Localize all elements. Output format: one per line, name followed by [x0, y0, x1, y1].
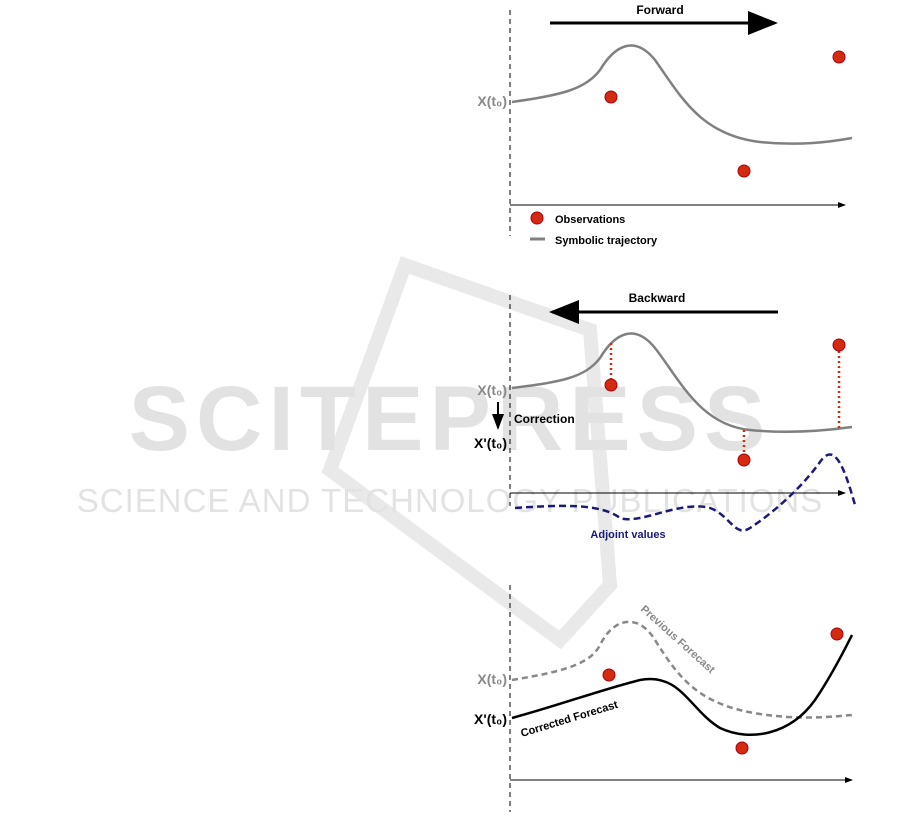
adjoint-label: Adjoint values	[590, 529, 665, 541]
corrected-forecast-label: Corrected Forecast	[519, 699, 619, 740]
x-label: X(t₀)	[477, 671, 507, 687]
panel-backward: Backward X(t₀) Correction X'(t₀) Adjoint…	[474, 291, 857, 541]
watermark-subtitle: SCIENCE AND TECHNOLOGY PUBLICATIONS	[77, 482, 824, 519]
watermark-title: SCITEPRESS	[129, 368, 772, 470]
legend-entry: Observations	[555, 214, 625, 226]
watermark: SCITEPRESS SCIENCE AND TECHNOLOGY PUBLIC…	[77, 256, 824, 650]
corrected-x-label: X'(t₀)	[474, 711, 507, 727]
panel-forward: Forward X(t₀) Observations Symbolic traj…	[477, 3, 853, 247]
direction-label: Forward	[636, 3, 683, 17]
legend-entry: Symbolic trajectory	[555, 235, 658, 247]
x-label: X(t₀)	[477, 382, 507, 398]
correction-label: Correction	[514, 412, 575, 426]
previous-forecast-label: Previous Forecast	[638, 603, 717, 676]
corrected-x-label: X'(t₀)	[474, 435, 507, 451]
x-label: X(t₀)	[477, 93, 507, 109]
direction-label: Backward	[629, 291, 686, 305]
